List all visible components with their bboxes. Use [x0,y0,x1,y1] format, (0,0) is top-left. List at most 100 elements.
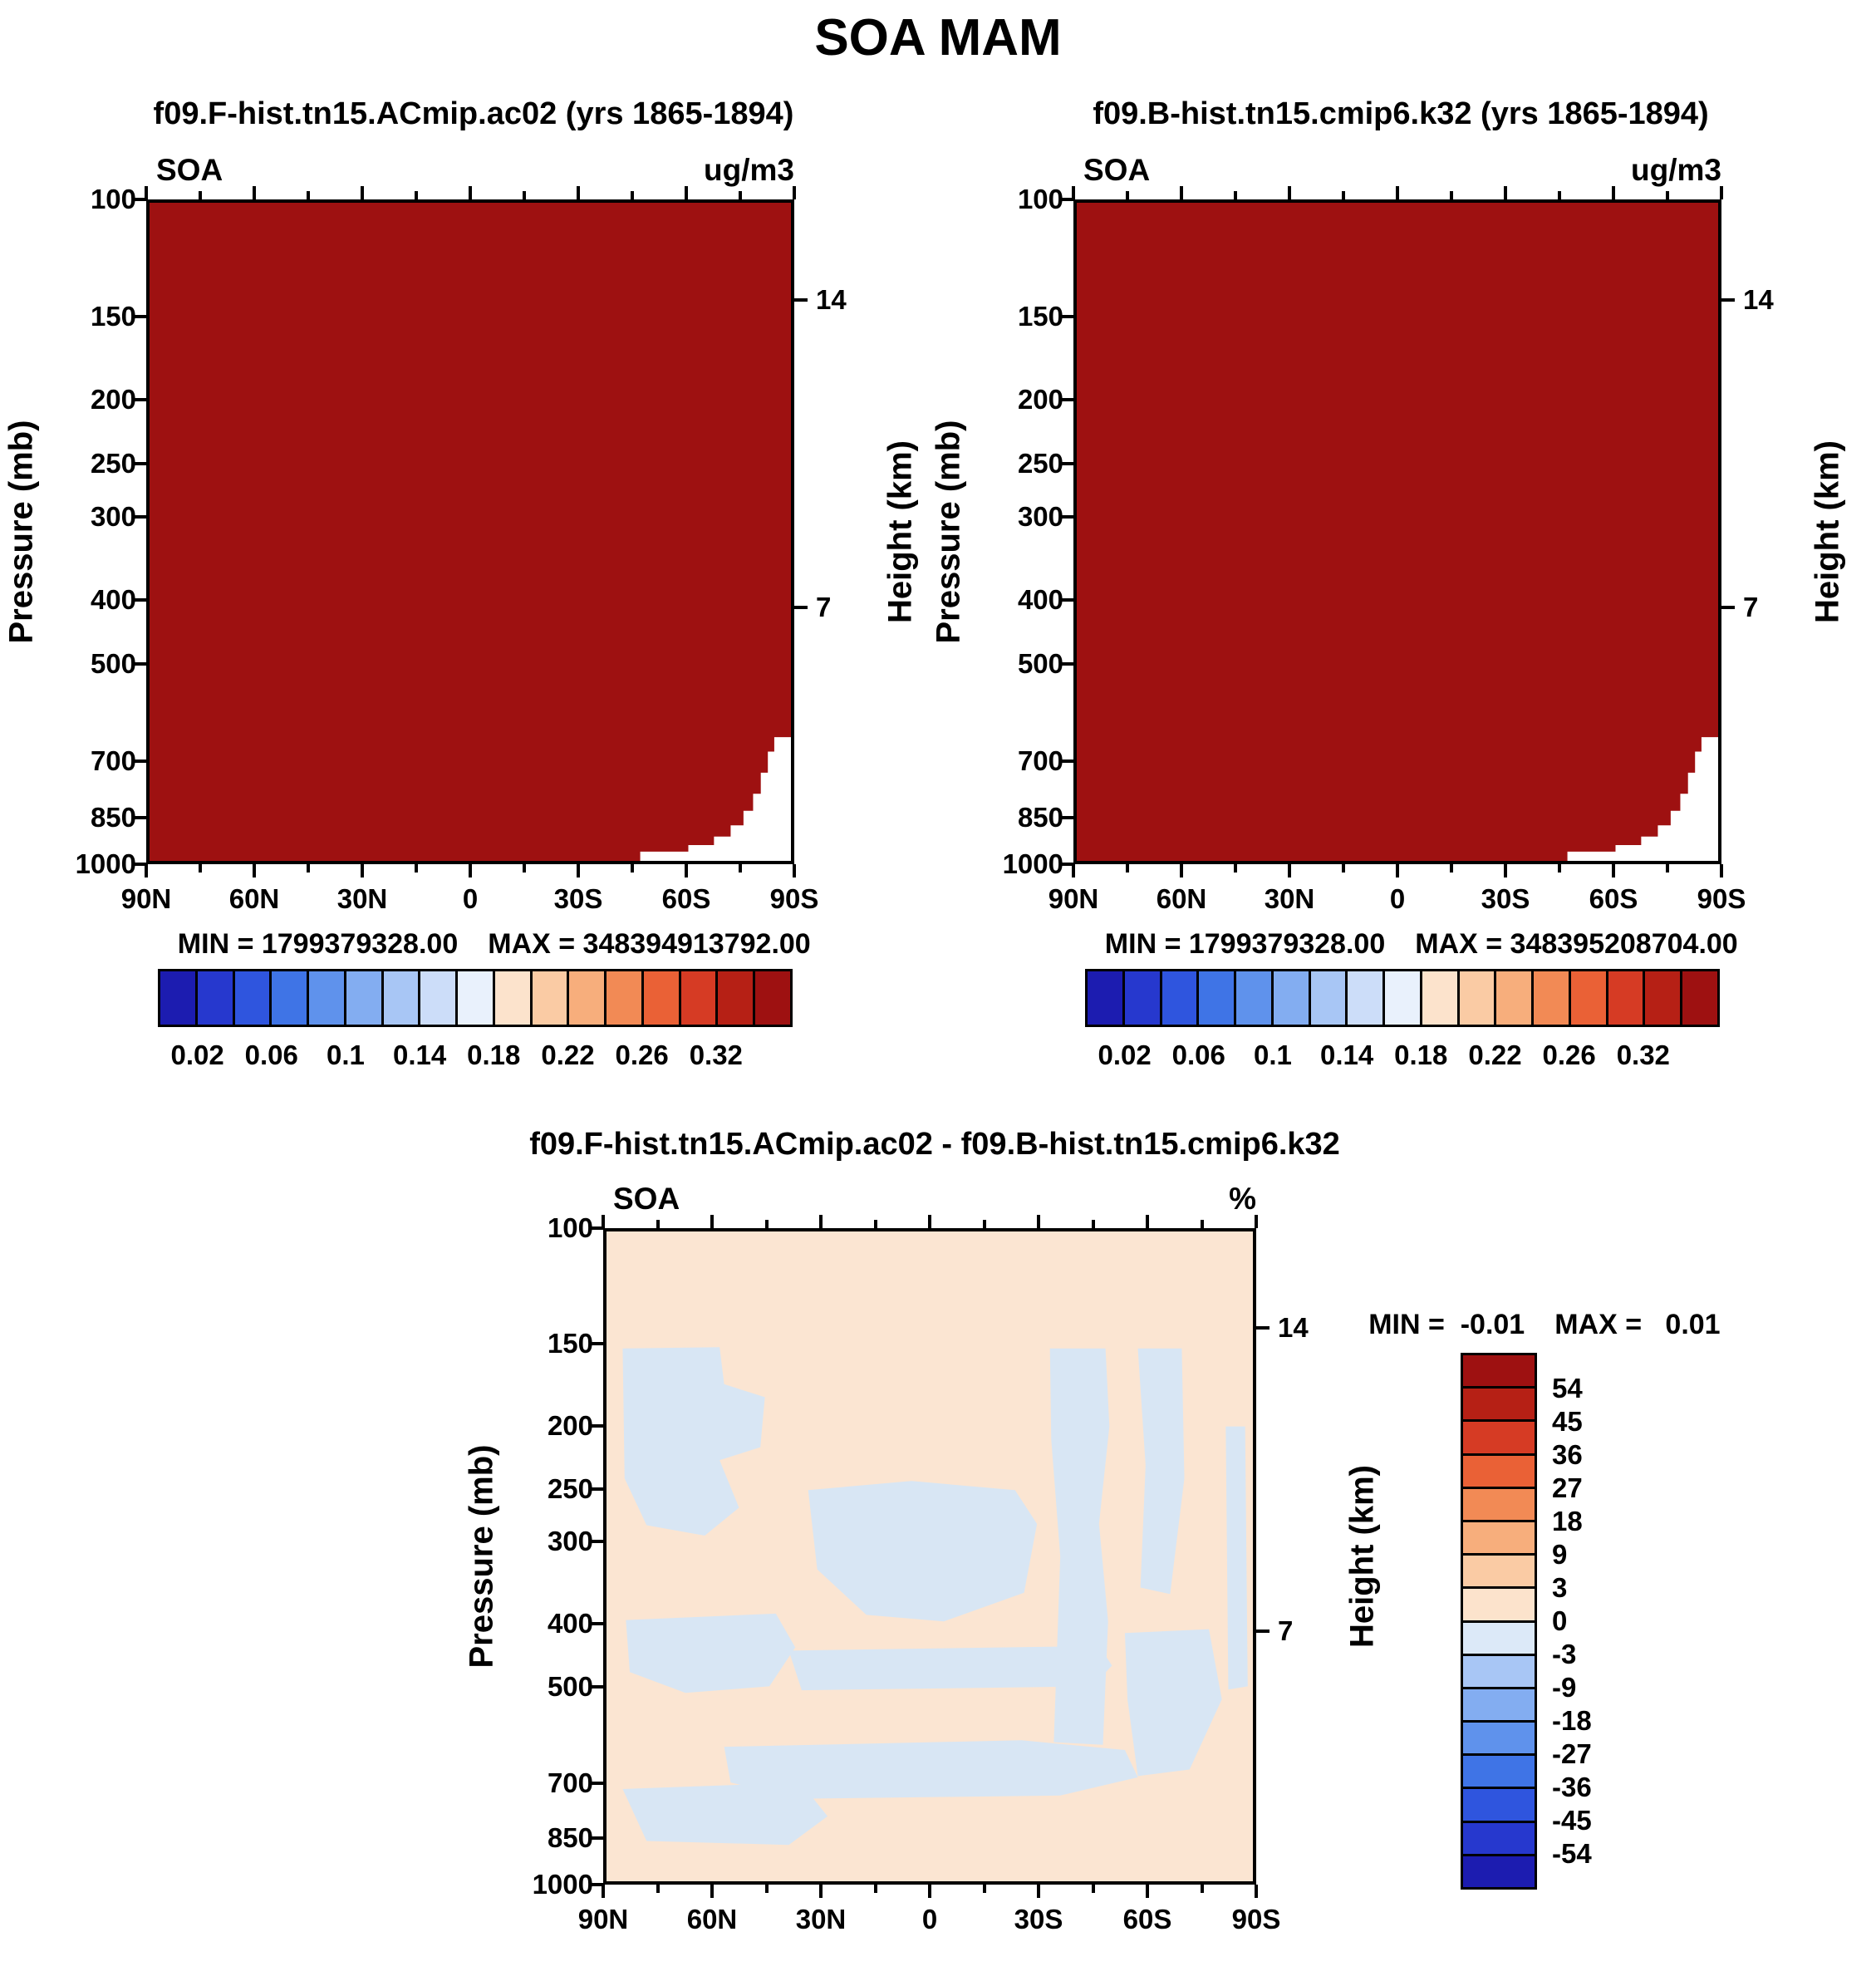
pressure-tick-label: 400 [90,583,136,615]
pressure-tick-mark [1060,462,1073,466]
colorbar-box [492,971,530,1025]
colorbar-box [381,971,419,1025]
colorbar-tick-label: 0.14 [1319,1040,1374,1070]
max-value: MAX = 348394913792.00 [488,928,811,960]
latitude-tick-mark [361,864,364,877]
latitude-tick-mark [710,1885,714,1898]
pressure-tick-mark [133,815,146,819]
latitude-minor-tick-mark [1126,864,1129,873]
colorbar-tick-label: 0.06 [1171,1040,1225,1070]
colorbar-box [604,971,641,1025]
pressure-tick-mark [1060,514,1073,519]
colorbar-box [1463,1653,1535,1687]
colorbar-box [269,971,307,1025]
latitude-tick-mark [819,1885,823,1898]
pressure-tick-mark [133,514,146,519]
latitude-minor-tick-mark [982,1885,986,1893]
panel-left-title: f09.F-hist.tn15.ACmip.ac02 (yrs 1865-189… [153,96,794,131]
pressure-tick-mark [590,1226,603,1230]
latitude-minor-tick-mark [199,191,202,199]
diff-negative-patch [626,1613,796,1693]
latitude-minor-tick-mark [873,1220,877,1228]
diff-negative-patch [1137,1348,1185,1595]
pressure-tick-label: 400 [1017,583,1063,615]
diff-negative-patch [1049,1348,1110,1745]
latitude-tick-mark [1146,1885,1149,1898]
colorbar-tick-label: -18 [1552,1705,1592,1736]
latitude-tick-mark [685,186,688,199]
soa-field-fill [150,203,791,861]
colorbar-tick-label: 0.26 [1542,1040,1596,1070]
colorbar-box [1568,971,1606,1025]
latitude-tick-mark [928,1885,931,1898]
latitude-tick-mark [1396,186,1399,199]
latitude-minor-tick-mark [739,191,742,199]
latitude-minor-tick-mark [307,864,310,873]
latitude-minor-tick-mark [764,1885,769,1893]
pressure-tick-label: 100 [547,1212,593,1243]
latitude-tick-mark [1037,1885,1040,1898]
panel-right-title: f09.B-hist.tn15.cmip6.k32 (yrs 1865-1894… [1093,96,1709,131]
min-value: MIN = -0.01 [1368,1309,1525,1340]
latitude-minor-tick-mark [1450,191,1453,199]
colorbar-box [529,971,567,1025]
latitude-minor-tick-mark [1234,191,1237,199]
colorbar-tick-label: 0.02 [1098,1040,1152,1070]
colorbar-tick-label: 0.06 [244,1040,298,1070]
colorbar-tick-label: 45 [1552,1406,1583,1437]
colorbar-box [1463,1787,1535,1821]
minmax-left: MIN = 1799379328.00 MAX = 348394913792.00 [146,896,811,993]
colorbar-box [194,971,233,1025]
pressure-tick-label: 200 [547,1409,593,1441]
latitude-minor-tick-mark [415,864,418,873]
latitude-minor-tick-mark [1091,1885,1095,1893]
minmax-diff: MIN = -0.01 MAX = 0.01 [1296,1276,1761,1374]
pressure-tick-mark [1060,662,1073,666]
diff-negative-patch [724,1740,1138,1799]
latitude-tick-mark [1180,186,1183,199]
colorbar-box [567,971,605,1025]
pressure-tick-label: 850 [547,1822,593,1854]
colorbar-tick-label: 0.1 [327,1040,365,1070]
latitude-tick-mark [1072,186,1075,199]
pressure-tick-label: 500 [547,1671,593,1703]
latitude-tick-mark [1037,1215,1040,1228]
pressure-tick-mark [133,397,146,401]
colorbar-box [641,971,679,1025]
latitude-minor-tick-mark [739,864,742,873]
colorbar-tick-label: 0.32 [689,1040,743,1070]
latitude-minor-tick-mark [1342,864,1345,873]
pressure-tick-label: 200 [1017,383,1063,415]
colorbar-box [1463,1753,1535,1787]
pressure-tick-mark [590,1836,603,1841]
latitude-minor-tick-mark [1558,191,1561,199]
colorbar-right: 0.02 0.06 0.1 0.14 0.18 0.22 0.26 0.32 [1085,969,1720,1085]
latitude-tick-label: 90N [577,1904,629,1934]
colorbar-box [1463,1853,1535,1887]
height-tick-mark [794,606,808,610]
pressure-tick-mark [590,1781,603,1785]
panel-left-units-label: ug/m3 [704,153,794,187]
colorbar-box [1463,1586,1535,1620]
colorbar-box [1088,971,1122,1025]
height-tick-label: 7 [1743,592,1759,623]
colorbar-box [1122,971,1160,1025]
pressure-tick-mark [590,1621,603,1625]
latitude-minor-tick-mark [1200,1220,1204,1228]
pressure-tick-mark [133,863,146,866]
colorbar-box [1463,1453,1535,1487]
pressure-tick-mark [133,314,146,318]
pressure-tick-label: 500 [90,648,136,680]
height-tick-mark [1721,298,1735,302]
latitude-minor-tick-mark [764,1220,769,1228]
pressure-tick-mark [133,462,146,466]
colorbar-tick-label: 0.26 [615,1040,669,1070]
min-value: MIN = 1799379328.00 [177,928,459,960]
colorbar-box [1345,971,1383,1025]
diff-negative-patch [1225,1426,1248,1690]
latitude-minor-tick-mark [631,864,634,873]
colorbar-box [1234,971,1271,1025]
pressure-tick-label: 1000 [75,848,136,879]
latitude-minor-tick-mark [1450,864,1453,873]
